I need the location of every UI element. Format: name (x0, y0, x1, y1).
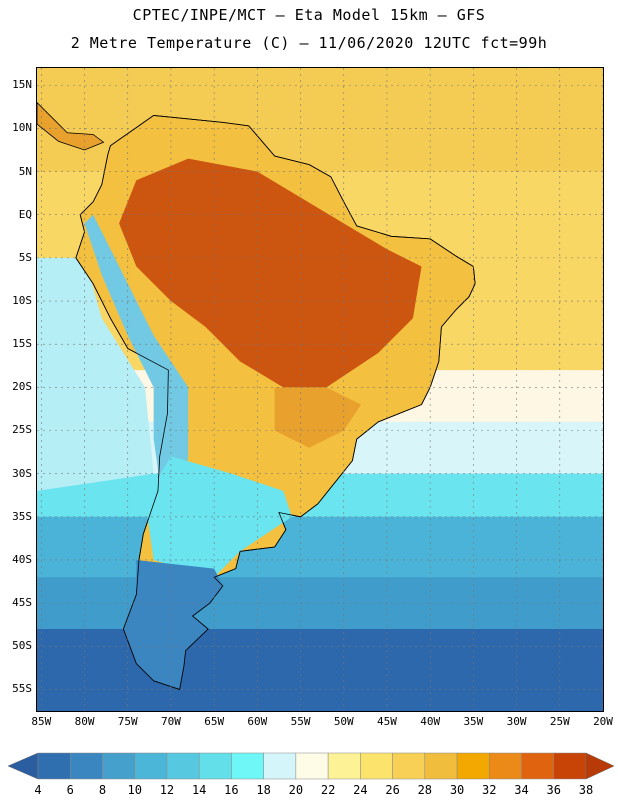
longitude-label: 70W (161, 715, 181, 728)
colorbar-tick-label: 18 (256, 783, 271, 797)
latitude-label: 40S (12, 552, 32, 566)
colorbar-segment (295, 752, 329, 780)
longitude-label: 20W (593, 715, 613, 728)
colorbar-segment (166, 752, 200, 780)
colorbar-tick-label: 36 (546, 783, 561, 797)
longitude-label: 40W (420, 715, 441, 728)
longitude-label: 80W (74, 715, 95, 728)
longitude-label: 65W (204, 715, 225, 728)
colorbar-segment (198, 752, 232, 780)
latitude-label: 25S (12, 423, 32, 437)
latitude-label: 10S (12, 294, 32, 308)
colorbar-tick-label: 8 (98, 783, 107, 797)
colorbar-tick-label: 24 (353, 783, 368, 797)
latitude-label: 15S (12, 337, 32, 351)
andes-cool-strip (84, 214, 189, 500)
colorbar-tick-label: 32 (482, 783, 497, 797)
longitude-label: 50W (333, 715, 354, 728)
central-america-landmass (37, 101, 105, 151)
latitude-label: EQ (18, 207, 32, 221)
colorbar-tick-label: 14 (191, 783, 207, 797)
latitude-label: 35S (12, 509, 32, 523)
color-scale-bar (7, 752, 615, 780)
colorbar-segment (231, 752, 264, 780)
colorbar-tick-label: 30 (449, 783, 465, 797)
temperature-map (37, 68, 603, 711)
colorbar-segment (521, 752, 555, 780)
latitude-label: 5S (18, 250, 32, 264)
warm-region (274, 387, 362, 448)
colorbar-tick-label: 16 (224, 783, 239, 797)
colorbar-tick-label: 26 (385, 783, 400, 797)
colorbar-segment (134, 752, 168, 780)
longitude-label: 30W (506, 715, 527, 728)
colorbar-tick-label: 10 (127, 783, 142, 797)
colorbar-tick-label: 28 (417, 783, 433, 797)
colorbar-segment (327, 752, 361, 780)
colorbar-low-arrow (7, 752, 39, 780)
colorbar-segment (69, 752, 103, 780)
colorbar-segment (37, 752, 71, 780)
colorbar-segment (392, 752, 426, 780)
colorbar-high-arrow (585, 752, 615, 780)
hot-interior-region (119, 158, 422, 388)
map-title-line1: CPTEC/INPE/MCT — Eta Model 15km — GFS (132, 6, 486, 24)
graticule (37, 68, 603, 711)
ocean-band (37, 577, 603, 631)
colorbar-segment (489, 752, 522, 780)
ocean-band (37, 516, 603, 579)
colorbar-tick-label: 4 (34, 783, 42, 797)
colorbar-segment (456, 752, 490, 780)
pacific-cool-tongue (37, 257, 154, 491)
latitude-label: 55S (12, 682, 32, 696)
longitude-label: 35W (463, 715, 484, 728)
colorbar-tick-label: 6 (66, 783, 74, 797)
colorbar-tick-label: 12 (159, 783, 175, 797)
latitude-label: 20S (12, 380, 32, 394)
latitude-label: 5N (18, 164, 32, 178)
colorbar-segment (263, 752, 297, 780)
longitude-label: 60W (247, 715, 268, 728)
colorbar-tick-label: 38 (578, 783, 594, 797)
latitude-label: 15N (12, 78, 32, 92)
latitude-label: 10N (12, 121, 32, 135)
colorbar-tick-label: 22 (320, 783, 336, 797)
colorbar-tick-label: 34 (514, 783, 529, 797)
map-panel (36, 67, 604, 712)
patagonia-cold-region (123, 559, 223, 690)
colorbar-segment (360, 752, 393, 780)
latitude-label: 30S (12, 466, 32, 480)
longitude-label: 75W (117, 715, 138, 728)
colorbar-segment (102, 752, 135, 780)
colorbar-segment (424, 752, 458, 780)
latitude-label: 50S (12, 639, 32, 653)
colorbar-tick-label: 20 (288, 783, 304, 797)
temperature-field (37, 68, 603, 711)
longitude-label: 25W (549, 715, 570, 728)
colorbar-segment (553, 752, 587, 780)
latitude-label: 45S (12, 596, 32, 610)
ocean-band (37, 629, 603, 711)
longitude-label: 55W (290, 715, 311, 728)
longitude-label: 45W (377, 715, 397, 728)
map-title-line2: 2 Metre Temperature (C) — 11/06/2020 12U… (70, 34, 548, 52)
longitude-label: 85W (31, 715, 52, 728)
